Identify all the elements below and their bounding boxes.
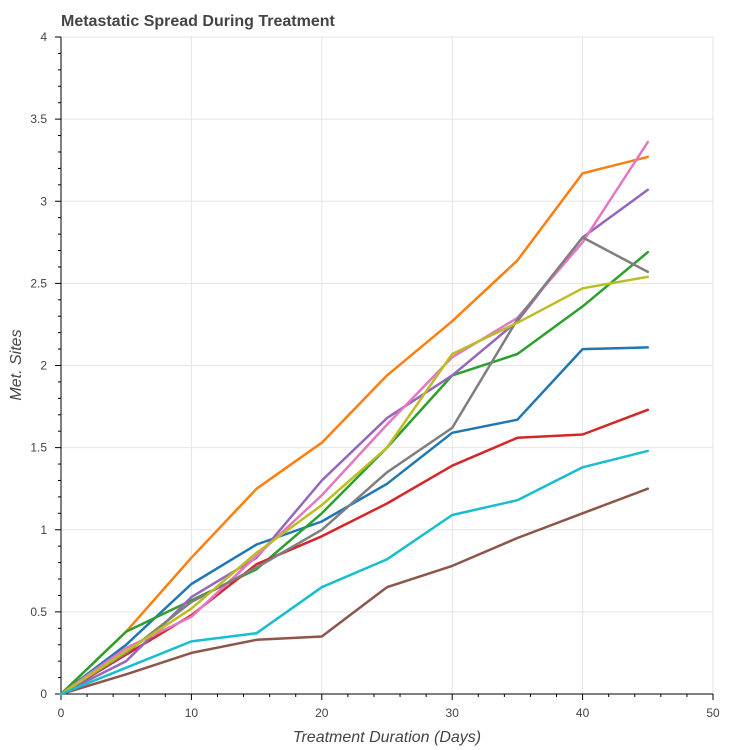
y-tick-label: 1: [40, 523, 47, 537]
y-axis-label: Met. Sites: [8, 329, 25, 400]
series-line-4: [59, 408, 650, 696]
chart-title: Metastatic Spread During Treatment: [61, 13, 336, 30]
y-tick-label: 3.5: [30, 112, 47, 126]
x-tick-label: 0: [58, 706, 65, 720]
series-line-2: [59, 155, 650, 696]
series-line-10: [59, 449, 650, 696]
y-tick-label: 0: [40, 687, 47, 701]
x-tick-label: 30: [446, 706, 460, 720]
y-tick-label: 0.5: [30, 605, 47, 619]
y-tick-label: 1.5: [30, 441, 47, 455]
series-line-8: [59, 236, 650, 696]
axes: 0 10 20 30 40 50 0 0.5 1 1.5 2 2.5 3 3.5 4: [30, 30, 720, 720]
y-tick-label: 2: [40, 359, 47, 373]
x-tick-label: 10: [185, 706, 199, 720]
y-tick-label: 4: [40, 30, 47, 44]
series-line-3: [59, 250, 650, 696]
x-axis-label: Treatment Duration (Days): [293, 729, 481, 746]
x-tick-label: 40: [576, 706, 590, 720]
x-tick-label: 20: [315, 706, 329, 720]
y-tick-label: 3: [40, 194, 47, 208]
x-tick-label: 50: [706, 706, 720, 720]
series-line-6: [59, 487, 650, 696]
y-tick-label: 2.5: [30, 276, 47, 290]
series-lines: [59, 140, 650, 696]
series-line-9: [59, 275, 650, 696]
